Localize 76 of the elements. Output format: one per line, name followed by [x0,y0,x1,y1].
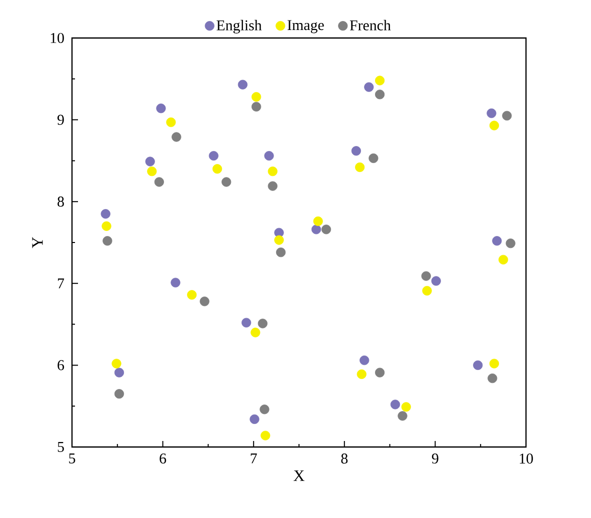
point [166,117,176,128]
x-tick-label: 6 [160,454,166,464]
point [375,90,385,100]
x-axis-title: X [294,470,304,481]
point [268,166,278,176]
point [212,164,222,174]
point [242,318,252,328]
point [250,414,260,424]
point [208,150,218,161]
point [100,209,110,219]
point [355,162,365,172]
x-tick-label: 5 [69,454,76,464]
point [268,181,278,191]
point [154,177,164,187]
point [250,328,260,338]
point [473,360,483,370]
point [360,355,370,366]
point [364,82,374,92]
point [260,404,270,414]
y-tick-label: 5 [58,442,64,452]
y-tick-label: 10 [50,32,64,44]
y-tick-label: 6 [58,360,64,370]
point [502,110,512,121]
point [258,318,268,328]
point [486,108,496,118]
point [313,216,323,226]
point [356,369,366,379]
point [422,286,432,296]
point [156,104,166,114]
point [368,153,378,164]
point [172,132,182,142]
point [102,236,112,246]
point [431,276,441,286]
point [274,235,284,245]
point [375,76,385,86]
point [264,150,274,161]
point [170,278,180,288]
point [145,156,155,166]
point [252,102,262,112]
point [252,92,262,102]
legend-label: Image [288,20,324,34]
point [401,402,411,412]
point [200,296,210,306]
y-tick-label: 7 [58,278,64,288]
x-tick-label: 8 [341,454,348,464]
point [276,248,286,258]
point [390,400,400,410]
point [238,80,248,90]
point [311,224,322,234]
y-tick-label: 8 [58,196,64,207]
point [489,358,500,368]
point [114,368,124,378]
point [489,120,500,130]
x-tick-label: 10 [520,454,533,464]
point [187,290,197,300]
point [321,224,332,234]
point [102,221,112,231]
x-tick-label: 7 [250,454,257,464]
point [375,368,385,378]
point [492,236,502,246]
point [112,358,122,368]
point [498,254,508,264]
x-tick-label: 9 [432,454,438,464]
legend-label: French [350,20,391,30]
point [260,430,270,440]
point [351,146,361,156]
point [398,411,408,421]
y-tick-label: 9 [57,114,64,125]
point [222,177,232,187]
point [506,238,516,248]
point [488,373,498,384]
y-axis-title: Y [32,237,43,248]
point [147,166,157,176]
point [421,271,431,281]
legend-label: English [216,20,262,34]
point [114,389,124,399]
